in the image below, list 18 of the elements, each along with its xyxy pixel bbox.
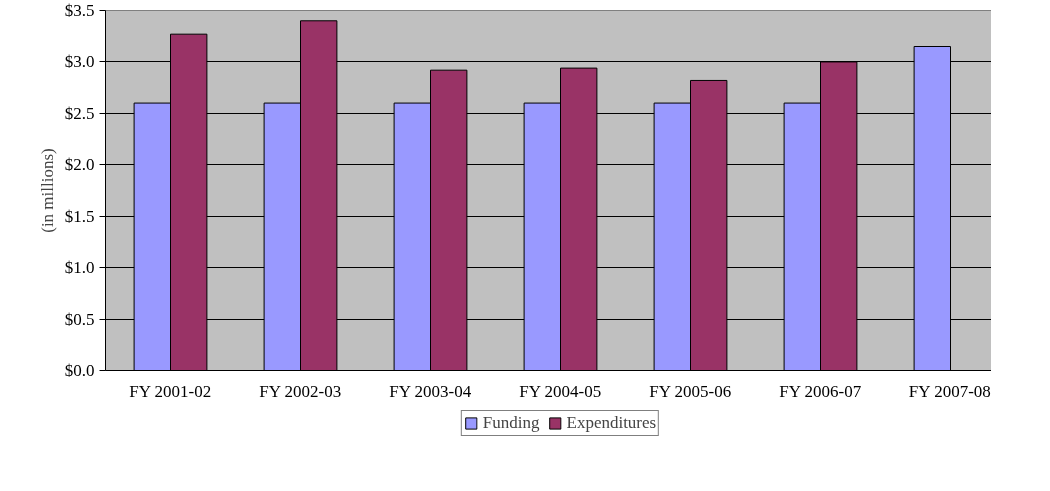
x-tick-label: FY 2007-08 — [908, 381, 991, 401]
y-axis-title: (in millions) — [37, 148, 57, 233]
y-tick-label: $0.5 — [64, 309, 95, 329]
x-tick-label: FY 2004-05 — [519, 381, 602, 401]
x-tick-label: FY 2005-06 — [649, 381, 732, 401]
y-tick-label: $1.5 — [64, 206, 95, 226]
x-tick-label: FY 2002-03 — [259, 381, 342, 401]
x-tick-label: FY 2003-04 — [389, 381, 472, 401]
y-tick-label: $3.5 — [64, 1, 95, 20]
legend-label: Expenditures — [566, 413, 657, 433]
legend-label: Funding — [482, 413, 540, 433]
x-tick-label: FY 2001-02 — [129, 381, 212, 401]
y-tick-label: $0.0 — [64, 361, 95, 380]
x-tick-label: FY 2006-07 — [779, 381, 862, 401]
y-tick-label: $2.5 — [64, 103, 95, 123]
y-tick-label: $1.0 — [64, 258, 95, 278]
y-tick-label: $2.0 — [64, 155, 95, 175]
y-tick-label: $3.0 — [64, 52, 95, 72]
